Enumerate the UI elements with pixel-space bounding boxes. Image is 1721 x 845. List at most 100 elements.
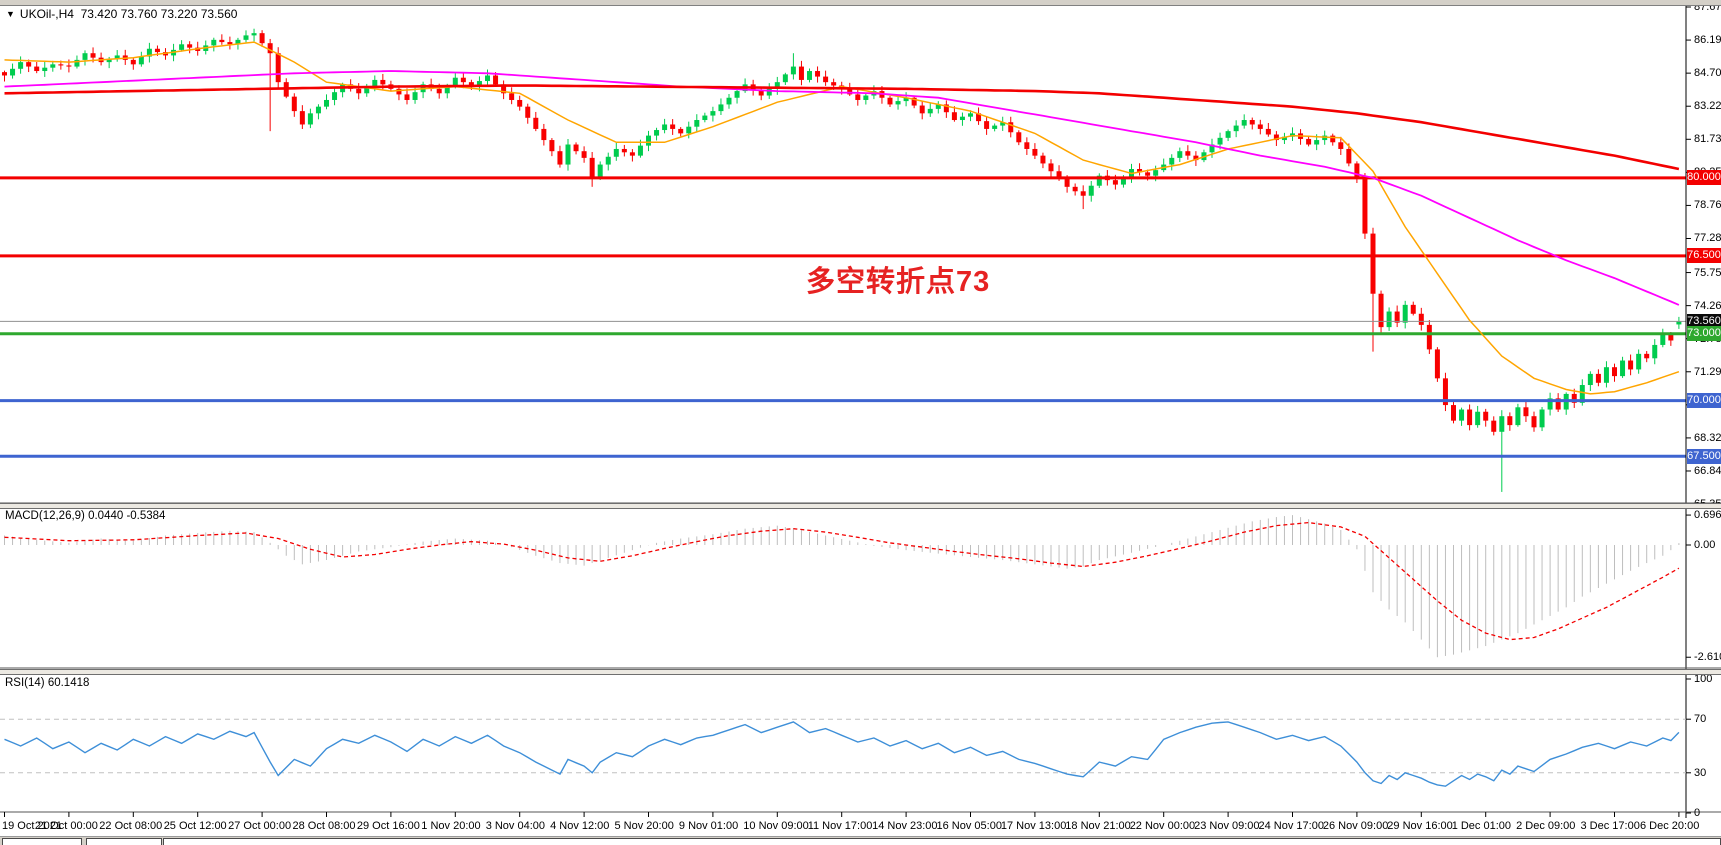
candle-body xyxy=(1024,142,1030,149)
candle-body xyxy=(1612,367,1617,377)
chart-annotation-text[interactable]: 多空转折点73 xyxy=(806,266,991,298)
time-axis-label[interactable]: 6 Dec 20:00 xyxy=(1640,820,1700,832)
candle-body xyxy=(855,94,861,100)
time-axis-label[interactable]: 3 Nov 04:00 xyxy=(485,820,546,832)
rsi-line xyxy=(4,721,1680,787)
price-axis-label: 83.220 xyxy=(1694,100,1721,113)
time-axis-label[interactable]: 3 Dec 17:00 xyxy=(1580,820,1640,832)
candle-body xyxy=(1193,155,1199,161)
time-axis-label[interactable]: 1 Dec 01:00 xyxy=(1451,820,1512,832)
candle-body xyxy=(34,66,40,72)
candle-body xyxy=(1410,304,1416,314)
time-axis-label[interactable]: 19 Oct 2021 xyxy=(2,820,62,832)
rsi-axis-label: 0 xyxy=(1694,807,1701,819)
candle-body xyxy=(670,124,676,129)
price-axis-label: 84.705 xyxy=(1694,67,1721,80)
candle-body xyxy=(227,42,233,45)
time-axis-label[interactable]: 23 Nov 09:00 xyxy=(1194,820,1260,832)
time-axis-label[interactable]: 29 Oct 16:00 xyxy=(356,820,420,832)
time-axis-label[interactable]: 2 Dec 09:00 xyxy=(1516,820,1576,832)
candle-body xyxy=(1346,148,1352,164)
candle-body xyxy=(235,39,241,45)
candle-body xyxy=(919,105,925,114)
time-axis-label[interactable]: 22 Oct 08:00 xyxy=(99,820,163,832)
candle-body xyxy=(1660,333,1666,345)
candle-body xyxy=(1064,179,1070,187)
candle-body xyxy=(1306,138,1312,145)
candle-body xyxy=(291,96,297,112)
candle-body xyxy=(460,77,466,83)
candle-body xyxy=(774,82,780,89)
candle-body xyxy=(106,58,112,63)
symbol-label: UKOil-,H4 xyxy=(19,7,74,21)
time-axis-label[interactable]: 25 Oct 12:00 xyxy=(163,820,227,832)
candle-body xyxy=(1120,176,1126,185)
candle-body xyxy=(130,59,136,65)
time-axis-label[interactable]: 18 Nov 21:00 xyxy=(1065,820,1131,832)
macd-axis-label: -2.6102 xyxy=(1694,651,1721,664)
candle-body xyxy=(444,85,450,94)
time-axis-label[interactable]: 5 Nov 20:00 xyxy=(614,820,674,832)
candle-body xyxy=(565,144,571,165)
candle-body xyxy=(1362,177,1368,234)
time-axis-label[interactable]: 14 Nov 23:00 xyxy=(872,820,938,832)
candle-body xyxy=(1555,398,1561,410)
candle-body xyxy=(541,128,547,141)
candle-body xyxy=(372,79,378,87)
candle-body xyxy=(1177,151,1183,158)
candle-body xyxy=(573,144,579,152)
candle-body xyxy=(646,135,651,146)
time-axis-label[interactable]: 24 Nov 17:00 xyxy=(1258,820,1324,832)
candle-body xyxy=(299,111,305,125)
candle-body xyxy=(1636,353,1642,370)
time-axis-label[interactable]: 17 Nov 13:00 xyxy=(1000,820,1067,832)
chart-tab[interactable] xyxy=(2,838,82,845)
candle-body xyxy=(1048,163,1054,172)
time-axis-label[interactable]: 11 Nov 17:00 xyxy=(807,820,873,832)
collapse-arrow-icon[interactable]: ▼ xyxy=(6,9,15,19)
candle-body xyxy=(992,125,998,129)
candle-body xyxy=(734,91,740,98)
time-axis-label[interactable]: 4 Nov 12:00 xyxy=(550,820,610,832)
panel-splitter[interactable] xyxy=(0,669,1721,675)
candle-body xyxy=(1040,155,1046,164)
time-axis-label[interactable]: 16 Nov 05:00 xyxy=(936,820,1002,832)
price-level-badge: 73.000 xyxy=(1687,326,1721,342)
candle-body xyxy=(589,157,595,178)
candle-body xyxy=(549,140,555,152)
candle-body xyxy=(364,86,370,94)
fast-ma-orange xyxy=(4,41,1680,395)
candle-body xyxy=(396,88,402,95)
candle-body xyxy=(468,82,474,87)
candle-body xyxy=(887,97,893,105)
candle-body xyxy=(1418,313,1424,325)
price-axis-label: 68.325 xyxy=(1694,431,1721,444)
candle-body xyxy=(951,112,957,121)
chart-tab[interactable] xyxy=(86,838,162,845)
chart-tab[interactable] xyxy=(163,838,1721,845)
time-axis-label[interactable]: 28 Oct 08:00 xyxy=(292,820,356,832)
time-axis-label[interactable]: 22 Nov 00:00 xyxy=(1129,820,1196,832)
candle-body xyxy=(662,124,668,131)
price-level-badge: 67.500 xyxy=(1687,448,1721,464)
time-axis-label[interactable]: 9 Nov 01:00 xyxy=(678,820,739,832)
panel-splitter[interactable] xyxy=(0,503,1721,509)
candle-body xyxy=(58,64,64,66)
price-level-badge: 76.500 xyxy=(1687,248,1721,264)
time-axis-label[interactable]: 1 Nov 20:00 xyxy=(421,820,481,832)
candle-body xyxy=(1265,128,1271,135)
time-axis-label[interactable]: 26 Nov 09:00 xyxy=(1322,820,1389,832)
time-axis-label[interactable]: 27 Oct 00:00 xyxy=(228,820,292,832)
time-axis-label[interactable]: 21 Oct 00:00 xyxy=(34,820,98,832)
candle-body xyxy=(1281,136,1287,141)
candle-body xyxy=(485,75,490,82)
candle-body xyxy=(1354,163,1360,178)
candle-body xyxy=(1145,172,1151,176)
candle-body xyxy=(943,104,949,113)
time-axis-label[interactable]: 10 Nov 09:00 xyxy=(743,820,809,832)
candle-body xyxy=(2,72,7,76)
candle-body xyxy=(1652,344,1658,359)
time-axis-label[interactable]: 29 Nov 16:00 xyxy=(1387,820,1453,832)
